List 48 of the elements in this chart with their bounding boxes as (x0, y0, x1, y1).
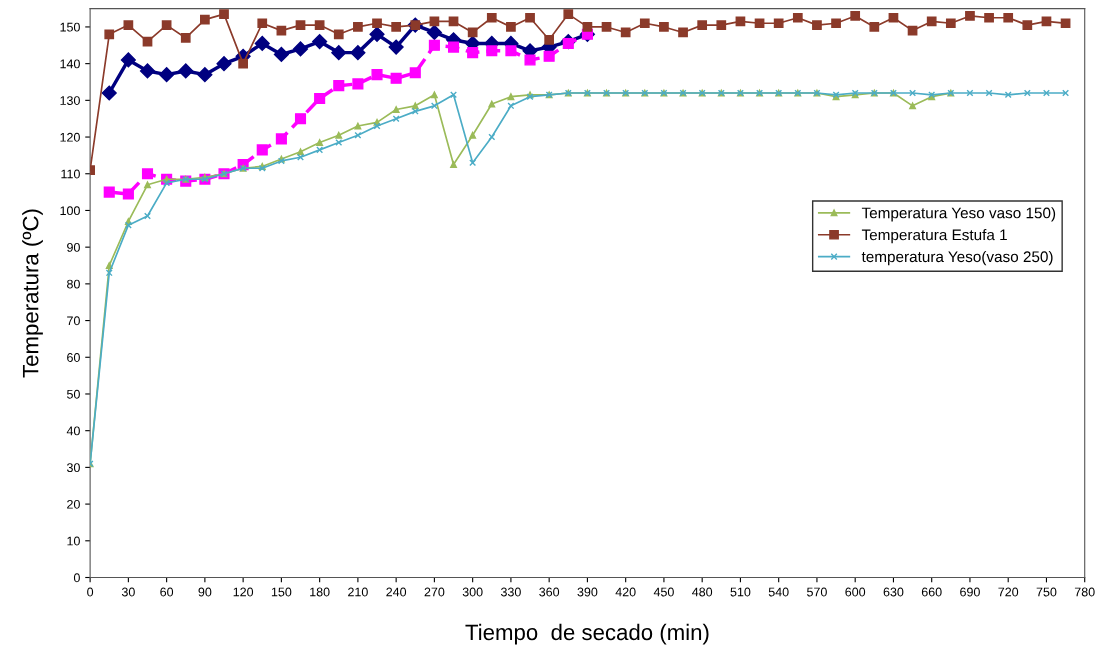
y-tick-label: 130 (60, 96, 80, 105)
y-tick-label: 140 (60, 59, 80, 69)
y-axis-title: Temperatura (ºC) (22, 209, 43, 378)
x-tick-label: 780 (1074, 587, 1095, 597)
y-tick-label: 100 (60, 206, 80, 216)
x-tick-label: 300 (462, 587, 483, 597)
x-tick-label: 630 (883, 587, 904, 597)
x-tick-label: 390 (577, 587, 598, 597)
y-tick-label: 20 (67, 499, 80, 509)
x-tick-label: 60 (160, 587, 174, 597)
y-tick-label: 10 (67, 536, 80, 546)
x-axis-title: Tiempo de secado (min) (465, 623, 709, 645)
y-tick-label: 40 (66, 426, 80, 436)
x-tick-label: 750 (1036, 587, 1057, 597)
y-tick-label: 0 (73, 573, 80, 583)
x-tick-label: 570 (807, 587, 827, 597)
x-tick-label: 270 (424, 587, 445, 597)
x-tick-label: 180 (310, 587, 330, 597)
x-tick-label: 360 (539, 587, 560, 597)
y-tick-label: 90 (67, 242, 80, 252)
x-tick-label: 450 (653, 587, 674, 597)
y-tick-label: 50 (66, 389, 80, 399)
x-tick-label: 150 (271, 587, 292, 597)
legend-label: Temperatura Estufa 1 (861, 229, 1007, 244)
x-tick-label: 660 (921, 587, 942, 597)
x-tick-label: 210 (348, 587, 368, 597)
legend-label: temperatura Yeso(vaso 250) (861, 250, 1053, 266)
x-tick-label: 720 (998, 587, 1019, 597)
x-tick-label: 90 (198, 587, 212, 597)
y-tick-label: 110 (61, 169, 80, 179)
x-tick-label: 600 (845, 587, 866, 597)
y-tick-label: 120 (60, 132, 80, 142)
y-tick-label: 80 (67, 279, 80, 289)
y-tick-label: 70 (67, 316, 80, 326)
x-tick-label: 510 (730, 587, 751, 597)
x-tick-label: 330 (500, 587, 521, 597)
x-tick-label: 690 (960, 587, 980, 597)
x-tick-label: 30 (121, 587, 135, 597)
x-tick-label: 480 (692, 587, 713, 597)
legend-label: Temperatura Yeso vaso 150) (861, 207, 1056, 222)
y-tick-label: 30 (66, 463, 80, 473)
x-tick-label: 0 (87, 587, 94, 597)
y-tick-label: 60 (67, 353, 80, 362)
y-tick-label: 150 (60, 22, 80, 32)
x-tick-label: 540 (768, 587, 789, 597)
x-tick-label: 420 (615, 587, 636, 597)
x-tick-label: 240 (386, 587, 407, 597)
x-tick-label: 120 (233, 587, 254, 597)
